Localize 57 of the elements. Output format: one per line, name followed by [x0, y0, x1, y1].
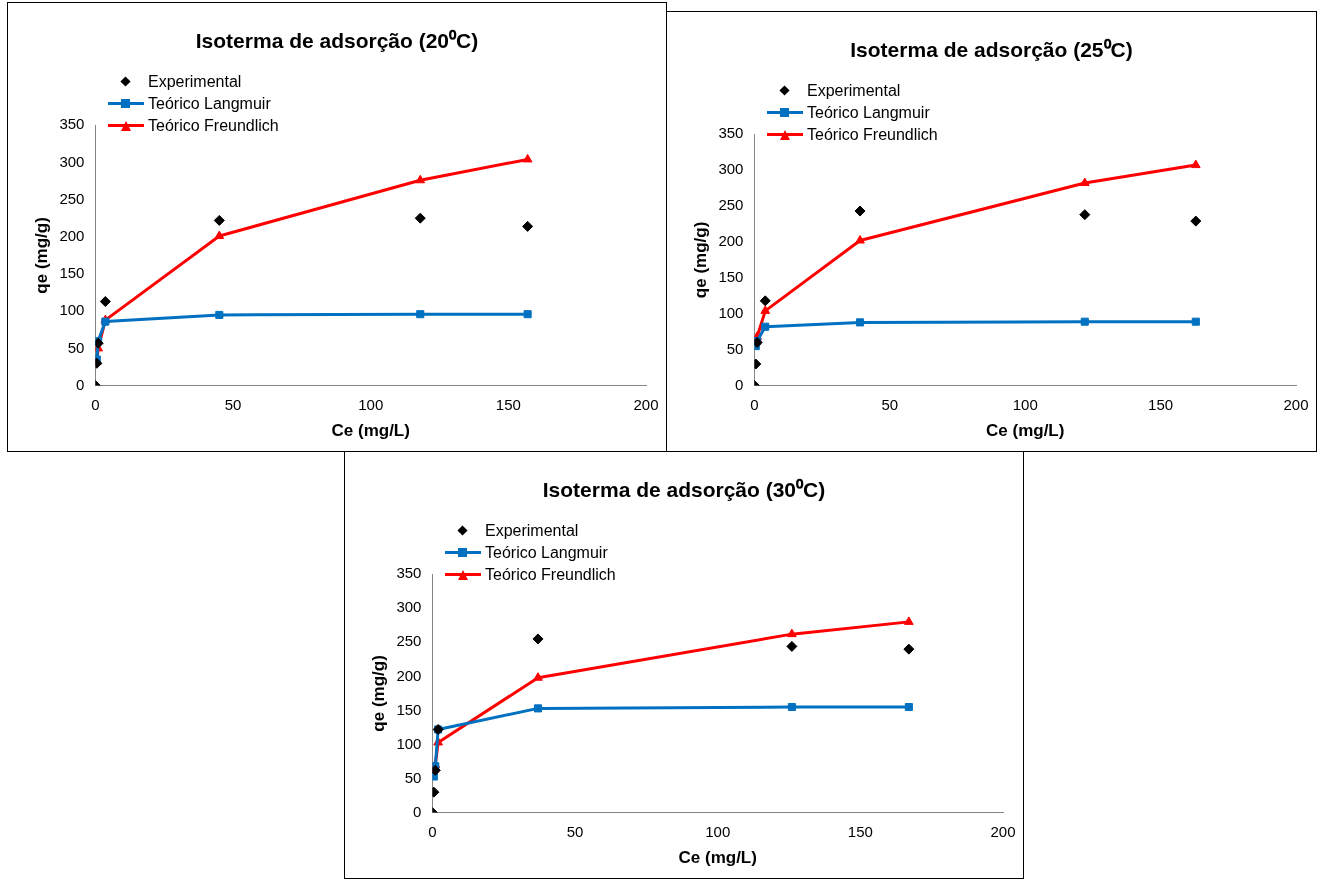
- y-tick-label: 200: [396, 666, 422, 684]
- y-tick-label: 50: [67, 338, 85, 356]
- y-tick-label: 250: [718, 196, 744, 214]
- x-axis-title: Ce (mg/L): [986, 421, 1065, 441]
- y-axis-title: qe (mg/g): [31, 217, 51, 294]
- y-tick-label: 350: [718, 124, 744, 142]
- x-tick-label: 150: [847, 822, 873, 840]
- x-axis-title: Ce (mg/L): [678, 848, 757, 868]
- y-tick-label: 100: [718, 303, 744, 321]
- y-axis-title: qe (mg/g): [690, 221, 710, 299]
- y-tick-label: 0: [413, 802, 422, 820]
- legend-label: Teórico Langmuir: [807, 104, 930, 122]
- x-tick-label: 50: [881, 395, 899, 413]
- x-tick-label: 0: [91, 395, 100, 413]
- legend-label: Experimental: [807, 82, 901, 100]
- x-tick-label: 100: [1012, 395, 1038, 413]
- y-tick-label: 200: [718, 232, 744, 250]
- y-tick-label: 100: [59, 301, 85, 319]
- legend-label: Teórico Freundlich: [485, 566, 616, 584]
- x-tick-label: 50: [224, 395, 242, 413]
- chart-title: Isoterma de adsorção (25⁰C): [850, 38, 1133, 62]
- legend-label: Teórico Langmuir: [485, 544, 608, 562]
- x-tick-label: 0: [750, 395, 759, 413]
- y-tick-label: 150: [396, 700, 422, 718]
- x-tick-label: 0: [428, 822, 437, 840]
- y-tick-label: 300: [718, 160, 744, 178]
- legend-label: Experimental: [485, 522, 579, 540]
- y-tick-label: 50: [404, 768, 422, 786]
- y-tick-label: 100: [396, 734, 422, 752]
- y-tick-label: 150: [59, 264, 85, 282]
- y-tick-label: 50: [726, 339, 744, 357]
- y-tick-label: 200: [59, 226, 85, 244]
- y-tick-label: 250: [59, 189, 85, 207]
- legend-label: Teórico Freundlich: [148, 117, 279, 135]
- legend-label: Experimental: [148, 73, 242, 91]
- y-tick-label: 150: [718, 268, 744, 285]
- y-axis-title: qe (mg/g): [368, 655, 388, 732]
- x-tick-label: 150: [1148, 395, 1174, 413]
- x-tick-label: 100: [705, 822, 731, 840]
- y-tick-label: 0: [76, 375, 85, 393]
- y-tick-label: 250: [396, 632, 422, 650]
- x-axis-title: Ce (mg/L): [331, 421, 410, 441]
- x-tick-label: 100: [358, 395, 384, 413]
- y-tick-label: 300: [59, 152, 85, 170]
- x-tick-label: 200: [990, 822, 1016, 840]
- chart-title: Isoterma de adsorção (30⁰C): [542, 478, 826, 502]
- x-tick-label: 150: [495, 395, 521, 413]
- legend-label: Teórico Langmuir: [148, 95, 271, 113]
- x-tick-label: 50: [566, 822, 584, 840]
- chart-title: Isoterma de adsorção (20⁰C): [195, 29, 479, 53]
- x-tick-label: 200: [633, 395, 659, 413]
- x-tick-label: 200: [1283, 395, 1309, 413]
- y-tick-label: 350: [59, 115, 85, 133]
- y-tick-label: 0: [735, 375, 744, 393]
- y-tick-label: 350: [396, 564, 422, 582]
- y-tick-label: 300: [396, 598, 422, 616]
- legend-label: Teórico Freundlich: [807, 126, 938, 144]
